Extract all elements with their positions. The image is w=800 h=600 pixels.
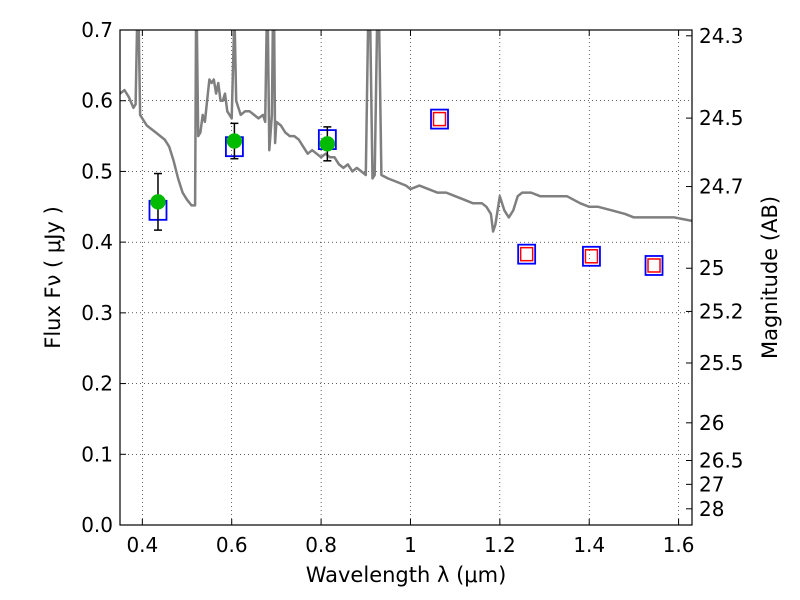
y-tick-label: 0.3 (81, 301, 113, 325)
axes-frame (119, 29, 693, 526)
y2-tick-label: 24.7 (699, 175, 744, 199)
x-tick-label: 1.6 (663, 533, 695, 557)
y2-tick-label: 26.5 (699, 449, 744, 473)
y2-axis-label: Magnitude (AB) (758, 196, 782, 359)
y-tick-label: 0.2 (81, 372, 113, 396)
y2-tick-label: 25.5 (699, 351, 744, 375)
x-tick-label: 0.8 (305, 533, 337, 557)
y2-tick-label: 24.5 (699, 106, 744, 130)
x-tick-label: 1.4 (573, 533, 605, 557)
model-flux-square (582, 245, 601, 267)
predicted-flux-square (647, 258, 661, 273)
x-axis-label: Wavelength λ (μm) (306, 563, 507, 587)
y2-tick-label: 26 (699, 411, 724, 435)
ticks: 0.4 0.6 0.8 1 1.2 1.4 1.6 0.0 0.1 0.2 0.3 0.4 0.5 0.6… (81, 18, 743, 557)
x-tick-label: 1 (404, 533, 417, 557)
plot-area (120, 30, 692, 276)
y-tick-label: 0.7 (81, 18, 113, 42)
predicted-flux-square (519, 246, 534, 262)
y-tick-label: 0.0 (81, 513, 113, 537)
y2-tick-label: 25 (699, 256, 724, 280)
spectrum-line (120, 30, 692, 233)
y2-tick-label: 25.2 (699, 299, 744, 323)
x-tick-label: 0.4 (126, 533, 158, 557)
y-tick-label: 0.5 (81, 159, 113, 183)
model-flux-square (517, 243, 537, 265)
photometry-point (150, 194, 166, 210)
y-axis-label: Flux Fν ( μJy ) (41, 206, 65, 349)
y-tick-label: 0.4 (81, 230, 113, 254)
y2-tick-label: 24.3 (699, 24, 744, 48)
photometry-point (319, 136, 336, 152)
photometry-point (226, 133, 243, 149)
model-flux-square (644, 255, 664, 276)
plot-inner (120, 30, 692, 276)
y2-tick-label: 27 (699, 472, 724, 496)
x-tick-label: 1.2 (484, 533, 516, 557)
model-flux-square (430, 108, 449, 130)
x-tick-label: 0.6 (216, 533, 248, 557)
y-tick-label: 0.1 (81, 442, 113, 466)
y-tick-label: 0.6 (81, 89, 113, 113)
y2-tick-label: 28 (699, 497, 724, 521)
predicted-flux-square (432, 111, 447, 127)
predicted-flux-square (584, 249, 599, 264)
